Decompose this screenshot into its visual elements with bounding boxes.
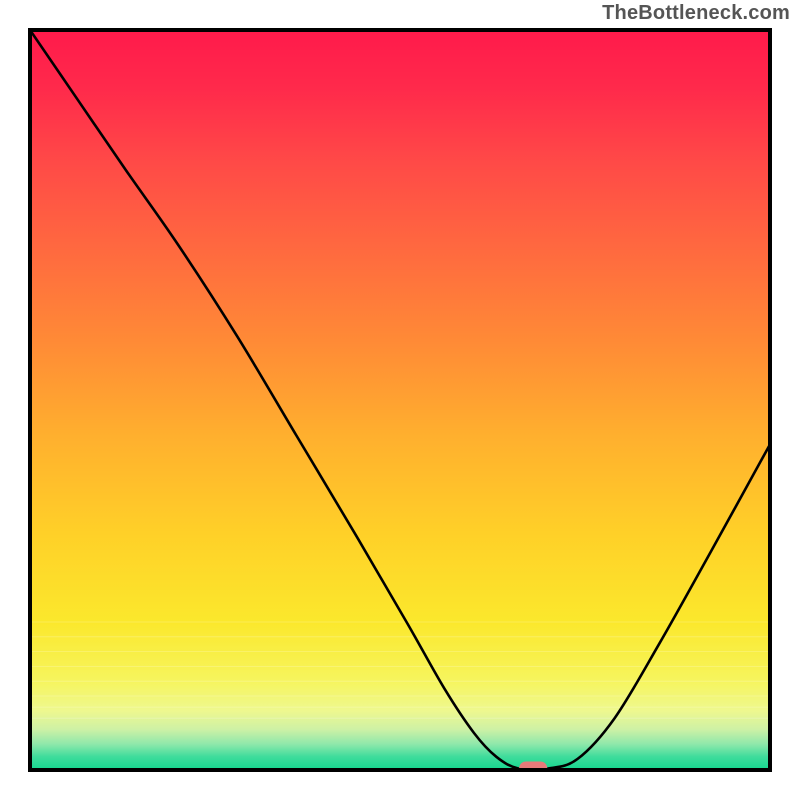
watermark-text: TheBottleneck.com: [602, 2, 790, 25]
bottleneck-chart: [0, 0, 800, 800]
gradient-background: [30, 30, 770, 770]
chart-container: TheBottleneck.com: [0, 0, 800, 800]
